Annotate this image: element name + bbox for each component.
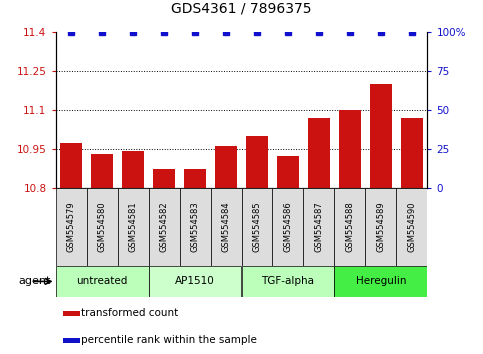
Text: agent: agent xyxy=(18,276,51,286)
Bar xyxy=(277,156,299,188)
Text: AP1510: AP1510 xyxy=(175,276,215,286)
Text: transformed count: transformed count xyxy=(82,308,179,318)
Text: GSM554581: GSM554581 xyxy=(128,201,138,252)
Text: percentile rank within the sample: percentile rank within the sample xyxy=(82,335,257,346)
Bar xyxy=(215,146,237,188)
Bar xyxy=(397,188,427,266)
Bar xyxy=(149,266,242,297)
Bar xyxy=(86,188,117,266)
Text: GSM554579: GSM554579 xyxy=(67,201,75,252)
Text: untreated: untreated xyxy=(76,276,128,286)
Bar xyxy=(308,118,330,188)
Text: GSM554583: GSM554583 xyxy=(190,201,199,252)
Bar xyxy=(246,136,268,188)
Bar xyxy=(56,188,86,266)
Bar xyxy=(242,188,272,266)
Bar xyxy=(91,154,113,188)
Text: GSM554584: GSM554584 xyxy=(222,201,230,252)
Bar xyxy=(401,118,423,188)
Bar xyxy=(153,170,175,188)
Text: GDS4361 / 7896375: GDS4361 / 7896375 xyxy=(171,2,312,16)
Bar xyxy=(180,188,211,266)
Bar xyxy=(56,266,149,297)
Bar xyxy=(339,110,361,188)
Bar xyxy=(370,84,392,188)
Text: GSM554580: GSM554580 xyxy=(98,201,107,252)
Bar xyxy=(303,188,334,266)
Text: GSM554590: GSM554590 xyxy=(408,201,416,252)
Bar xyxy=(117,188,149,266)
Bar xyxy=(122,151,144,188)
Text: GSM554582: GSM554582 xyxy=(159,201,169,252)
Bar xyxy=(63,338,80,343)
Bar xyxy=(149,188,180,266)
Text: GSM554586: GSM554586 xyxy=(284,201,293,252)
Bar xyxy=(334,266,427,297)
Bar xyxy=(334,188,366,266)
Text: GSM554588: GSM554588 xyxy=(345,201,355,252)
Bar xyxy=(184,170,206,188)
Text: Heregulin: Heregulin xyxy=(355,276,406,286)
Bar xyxy=(366,188,397,266)
Bar xyxy=(63,311,80,316)
Text: GSM554585: GSM554585 xyxy=(253,201,261,252)
Bar xyxy=(242,266,334,297)
Text: GSM554587: GSM554587 xyxy=(314,201,324,252)
Text: TGF-alpha: TGF-alpha xyxy=(261,276,314,286)
Bar xyxy=(272,188,303,266)
Bar xyxy=(60,143,82,188)
Bar xyxy=(211,188,242,266)
Text: GSM554589: GSM554589 xyxy=(376,201,385,252)
